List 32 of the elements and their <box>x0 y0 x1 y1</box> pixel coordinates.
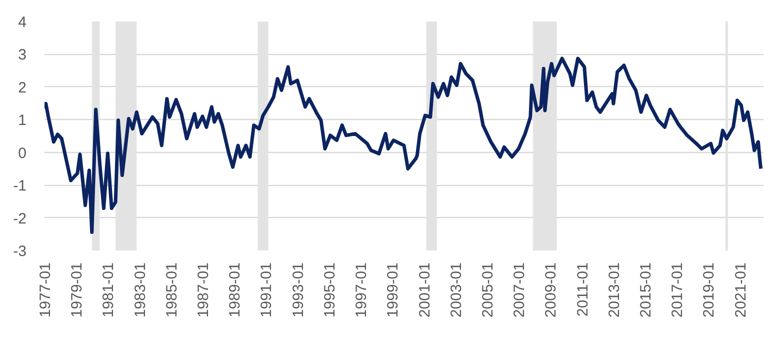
x-tick-label: 1987-01 <box>195 262 212 318</box>
y-tick-label: 0 <box>18 144 26 162</box>
x-tick-label: 2021-01 <box>732 262 750 318</box>
x-tick-label: 1979-01 <box>68 262 86 318</box>
x-tick-label: 2015-01 <box>638 262 655 318</box>
x-tick-label: 2017-01 <box>669 262 686 318</box>
x-tick-label: 1993-01 <box>290 262 307 318</box>
x-tick-label: 2009-01 <box>542 262 560 318</box>
y-tick-label: 1 <box>18 112 26 130</box>
x-tick-label: 1977-01 <box>37 262 54 318</box>
line-series <box>44 56 763 234</box>
x-tick-label: 1981-01 <box>100 262 118 318</box>
x-tick-label: 2003-01 <box>448 262 465 318</box>
x-tick-label: 1983-01 <box>132 262 149 318</box>
y-tick-label: 3 <box>18 46 26 64</box>
x-tick-label: 1989-01 <box>226 262 244 318</box>
x-tick-label: 1991-01 <box>258 262 276 318</box>
x-tick-label: 1997-01 <box>353 262 370 318</box>
x-tick-label: 1999-01 <box>384 262 402 318</box>
x-tick-label: 2019-01 <box>700 262 718 318</box>
x-tick-label: 2013-01 <box>606 262 623 318</box>
y-tick-label: -2 <box>13 210 27 228</box>
x-tick-label: 1985-01 <box>163 262 180 318</box>
y-tick-label: 4 <box>18 14 26 31</box>
y-tick-label: -3 <box>13 243 27 260</box>
x-tick-label: 2001-01 <box>416 262 434 318</box>
x-tick-label: 2011-01 <box>574 262 592 316</box>
x-tick-label: 2005-01 <box>480 262 497 318</box>
x-tick-label: 2007-01 <box>511 262 528 318</box>
y-tick-label: 2 <box>18 79 26 96</box>
x-tick-label: 1995-01 <box>321 262 338 318</box>
y-tick-label: -1 <box>13 178 27 195</box>
